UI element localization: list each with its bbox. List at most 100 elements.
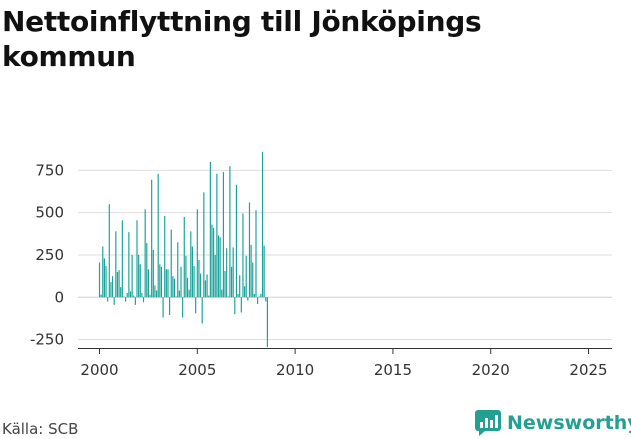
bar: [232, 247, 234, 298]
bar: [211, 224, 213, 298]
bar: [222, 172, 224, 298]
tick-labels: -250 0 250 500 750 2000 2005 2010 2015 2020 2025: [30, 161, 608, 379]
bar: [126, 293, 128, 298]
x-tick-label: 2025: [569, 361, 607, 379]
bar: [175, 296, 177, 298]
bar: [252, 262, 254, 298]
bar: [230, 266, 233, 298]
bar: [167, 269, 169, 298]
bar: [131, 254, 133, 298]
x-tick-label: 2010: [276, 361, 314, 379]
bar: [151, 179, 153, 298]
bar: [164, 216, 166, 298]
bar: [250, 244, 252, 298]
bar: [154, 285, 156, 298]
bar: [152, 249, 154, 298]
bar: [139, 264, 141, 298]
bar: [213, 227, 215, 298]
bar: [239, 275, 241, 298]
x-tick-label: 2015: [374, 361, 412, 379]
bar: [185, 255, 187, 298]
bar: [120, 287, 122, 298]
x-tick-label: 2020: [472, 361, 510, 379]
bar: [245, 255, 247, 298]
bar: [234, 297, 236, 315]
bar: [169, 297, 171, 316]
bar: [203, 192, 205, 298]
bar: [102, 246, 104, 298]
bar: [261, 151, 264, 298]
bar: [247, 297, 249, 301]
bar: [105, 265, 107, 298]
source-note: Källa: SCB: [2, 420, 79, 438]
bar: [183, 216, 185, 298]
bar: [186, 277, 189, 298]
bar: [178, 290, 180, 298]
bar: [129, 291, 132, 298]
chart-title: Nettoinflyttning till Jönköpings kommun: [2, 5, 482, 73]
bar: [237, 293, 239, 298]
bar: [255, 210, 257, 298]
bar: [142, 297, 145, 303]
bar: [219, 237, 221, 298]
axes: [78, 348, 612, 354]
bar: [147, 269, 149, 298]
bar: [123, 296, 125, 298]
bar: [266, 297, 268, 348]
bar: [216, 173, 218, 298]
bar: [160, 266, 163, 298]
bar: [224, 271, 226, 298]
y-tick-label: 750: [35, 161, 64, 179]
bar: [155, 290, 158, 298]
bar: [193, 265, 195, 298]
bar: [144, 209, 146, 298]
y-tick-label: -250: [30, 331, 64, 349]
bar: [182, 297, 184, 318]
bar: [217, 235, 220, 298]
bar: [136, 220, 138, 298]
bar: [199, 273, 202, 298]
brand-name: Newsworthy: [507, 412, 631, 434]
bar: [108, 204, 110, 298]
bar: [125, 297, 127, 302]
bar: [118, 270, 120, 298]
bar: [260, 293, 262, 298]
y-tick-label: 250: [35, 246, 64, 264]
bar: [100, 294, 102, 298]
y-tick-label: 500: [35, 204, 64, 222]
bar: [98, 262, 101, 298]
brand-logo[interactable]: Newsworthy: [475, 410, 631, 436]
bar: [244, 286, 246, 298]
bar: [116, 271, 119, 298]
bar: [133, 295, 135, 298]
bar: [198, 260, 200, 298]
grid-lines: [78, 169, 612, 341]
bar: [113, 297, 115, 305]
bar: [173, 278, 176, 298]
bar: [204, 280, 207, 298]
bar: [201, 297, 203, 324]
bar: [191, 246, 194, 298]
bar: [258, 296, 260, 298]
bar: [263, 245, 265, 298]
bar: [180, 266, 182, 298]
bar: [190, 231, 192, 298]
bar: [121, 220, 123, 298]
bar: [165, 269, 167, 298]
bar: [103, 258, 105, 298]
bar: [206, 274, 208, 298]
bar: [177, 242, 179, 298]
bar: [196, 209, 198, 298]
bar: [265, 297, 267, 302]
bar: [235, 184, 238, 298]
bar: [209, 161, 211, 298]
bar: [107, 297, 109, 302]
bar: [110, 282, 112, 298]
bar: [128, 232, 130, 298]
bar: [195, 297, 197, 314]
bar: [229, 166, 231, 298]
bar: [221, 289, 223, 298]
bar-series: [98, 151, 268, 348]
bar: [115, 231, 117, 298]
